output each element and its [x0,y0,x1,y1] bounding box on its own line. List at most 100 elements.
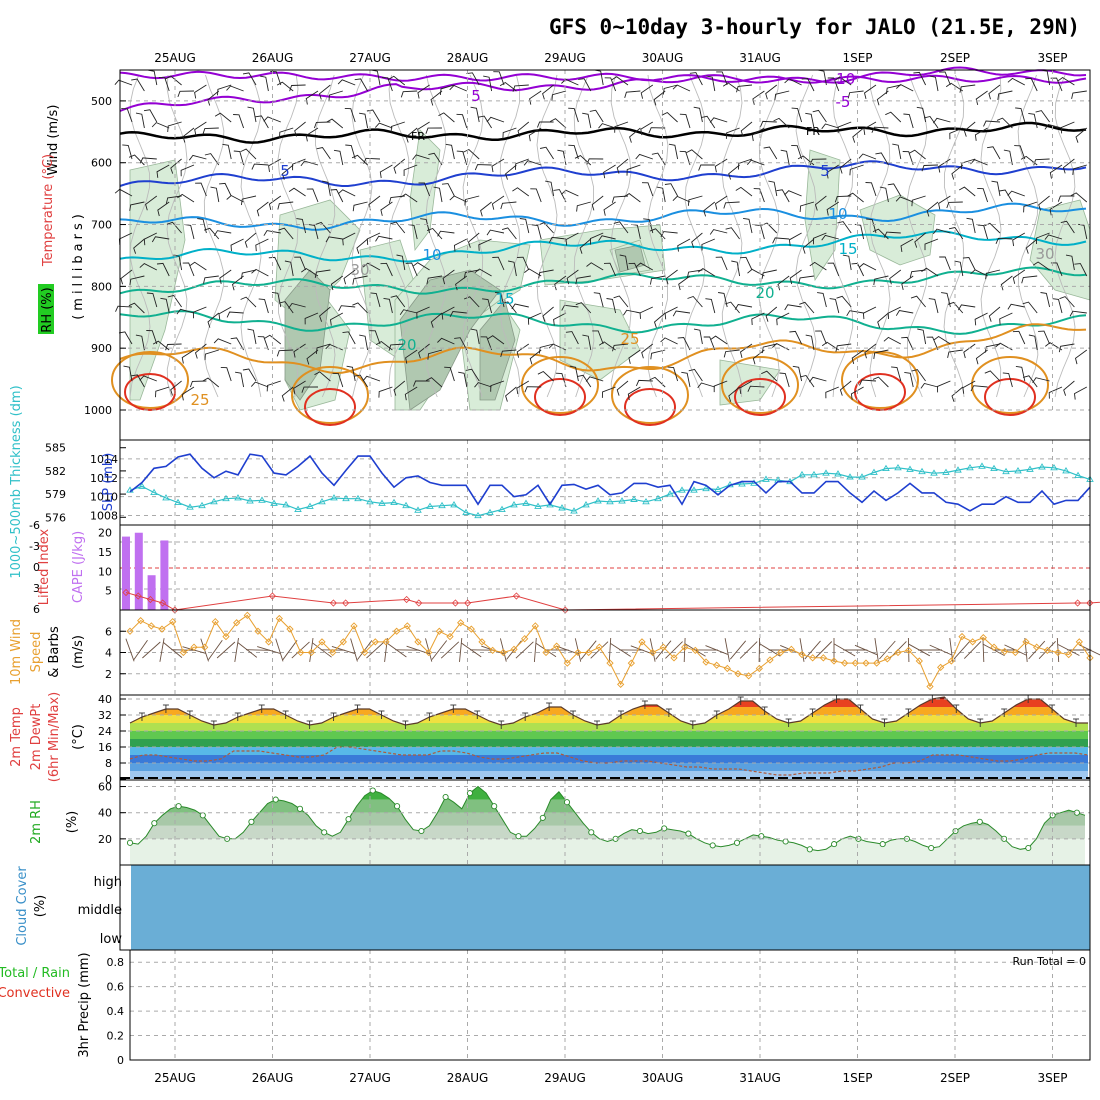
slp-tick-label: 1008 [90,510,118,523]
thickness-marker [1062,467,1070,474]
slp-ticks: 585 582 579 576 1014 1012 1010 1008 [45,442,126,524]
thickness-marker [210,497,218,505]
wind-barb [1049,201,1063,216]
thickness-marker [882,464,890,472]
wind-marker [937,663,945,672]
rh-marker [515,833,522,840]
surface-wind-barb [515,641,534,659]
wind-barb [268,158,282,172]
wind-marker [905,646,913,655]
wind-barb [288,302,306,309]
thickness-marker [1026,465,1034,472]
wind-barb [1044,123,1063,130]
wind-barb [797,155,815,166]
wind-barb [951,164,964,180]
wind-barb [641,182,654,197]
wind-barb [591,195,604,211]
thickness-marker [954,466,962,473]
wind-barb [723,201,740,209]
wind-barb [891,366,902,382]
thickness-marker [318,497,326,505]
wind-barb [369,330,381,345]
tick-label: 40 [98,807,112,820]
wind-barb [517,121,530,137]
wind-barb [575,275,591,285]
wind-barb [281,164,294,180]
lifted-index-markers [122,588,1094,614]
wind-barb [909,269,926,278]
wind-barb [974,127,988,141]
wind-barb [146,292,158,308]
wind-barb [463,148,480,160]
wind-marker [446,632,454,641]
wind-marker [883,655,891,663]
wind-marker [467,625,475,633]
temp-band [130,699,1088,707]
wind-barb [210,186,220,203]
wind-barb [538,222,554,234]
wind-barb [463,269,480,279]
wind-barb [388,343,405,351]
wind-barb [176,308,195,315]
rh-marker [758,833,765,840]
wind-barb [761,370,778,382]
wind-barb [412,380,430,387]
wind-barb [1015,107,1026,123]
wind-barb [763,146,778,160]
wind-barb [577,374,592,388]
wind-barb [839,380,852,396]
wind-barb [123,365,133,382]
wind-barb [997,90,1013,100]
wind-barb [420,218,431,234]
wind-barb [516,343,530,358]
wind-marker [403,622,411,630]
li-tick-label: 3 [33,582,40,595]
wind-barb [889,269,902,285]
wind-marker [414,638,422,646]
rh-contour-line [499,74,521,398]
wind-barb [821,234,839,241]
surface-wind-barb [854,644,878,656]
wind-barb [985,269,1001,280]
rh-marker [782,838,789,845]
wind-barb [575,302,592,314]
wind-barb [761,269,777,279]
wind-barb [192,306,207,319]
wind-marker [243,611,251,619]
surface-wind-barb [814,641,833,659]
wind-barb [492,256,505,271]
wind-barb [505,164,517,180]
temp-band [130,755,1088,763]
wind-barb [716,71,728,86]
tick-label: 16 [98,741,112,754]
temp-band [130,715,1088,723]
cape-tick-label: 20 [98,527,112,540]
wind-barb [276,349,294,357]
wind-barb [536,121,554,128]
rh-marker [491,803,498,810]
tick-label: 24 [98,725,112,738]
rh2m-axis-label: 2m RH [29,800,44,844]
wind-barb [799,301,815,314]
wind-barb [789,269,802,285]
wind-marker [691,646,699,655]
surface-wind-barb [384,638,388,662]
thickness-marker [534,502,542,509]
wind-barb [735,186,753,197]
wind-barb [478,238,492,251]
wind-marker [1075,638,1083,646]
wind-marker [425,648,433,657]
wind-barb [1015,365,1026,382]
wind-barb [433,186,443,203]
chart-title: GFS 0~10day 3-hourly for JALO (21.5E, 29… [549,15,1080,39]
wind-barb [528,127,542,142]
isotherm [119,310,1087,335]
wind-barb [847,90,864,99]
rh-marker [296,805,304,812]
wind-barb [611,195,629,203]
wind-barb [667,366,679,382]
wind-barb [135,112,145,129]
wind-barb [641,343,654,359]
isotherm-label: 5 [471,87,481,105]
wind-barb [251,268,269,277]
